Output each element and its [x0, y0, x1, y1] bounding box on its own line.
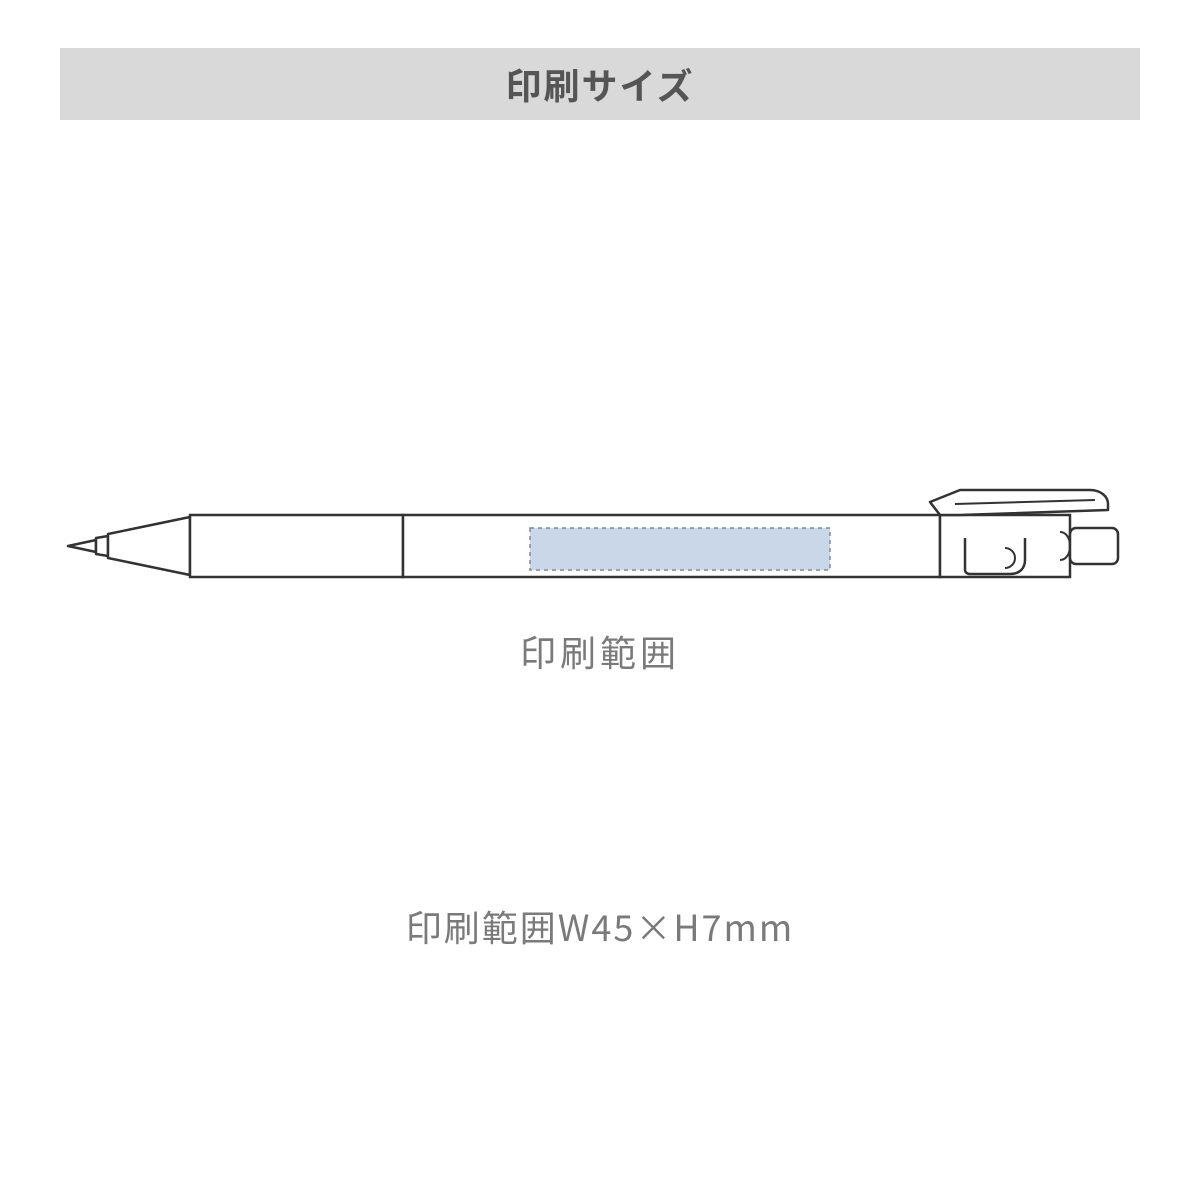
pen-outline: [60, 480, 1140, 640]
pen-diagram: 印刷範囲: [0, 480, 1200, 680]
title-bar: 印刷サイズ: [60, 48, 1140, 120]
dimensions-label: 印刷範囲W45×H7mm: [0, 900, 1200, 952]
title-text: 印刷サイズ: [506, 58, 695, 110]
print-area-rect: [530, 528, 830, 570]
print-area-label: 印刷範囲: [0, 625, 1200, 677]
